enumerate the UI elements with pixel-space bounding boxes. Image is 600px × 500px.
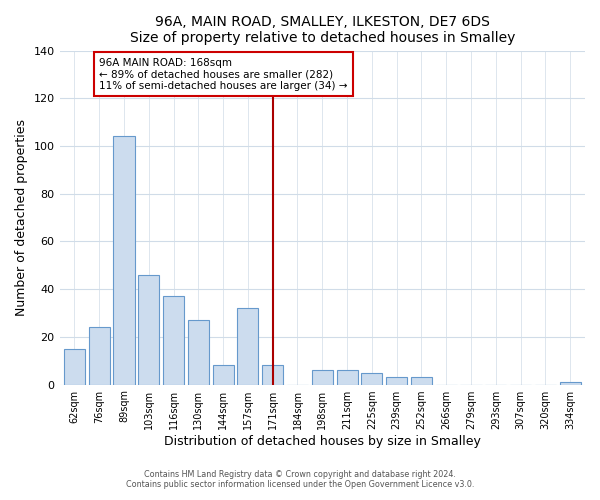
Text: Contains HM Land Registry data © Crown copyright and database right 2024.: Contains HM Land Registry data © Crown c… [144, 470, 456, 479]
Text: Contains public sector information licensed under the Open Government Licence v3: Contains public sector information licen… [126, 480, 474, 489]
Y-axis label: Number of detached properties: Number of detached properties [15, 119, 28, 316]
Bar [312, 370, 333, 384]
Bar [89, 328, 110, 384]
Bar [361, 372, 382, 384]
Bar [262, 366, 283, 384]
Bar [411, 378, 432, 384]
Bar [163, 296, 184, 384]
X-axis label: Distribution of detached houses by size in Smalley: Distribution of detached houses by size … [164, 434, 481, 448]
Bar [560, 382, 581, 384]
Bar [238, 308, 259, 384]
Bar [138, 275, 160, 384]
Bar [113, 136, 134, 384]
Bar [337, 370, 358, 384]
Text: 96A MAIN ROAD: 168sqm
← 89% of detached houses are smaller (282)
11% of semi-det: 96A MAIN ROAD: 168sqm ← 89% of detached … [99, 58, 347, 91]
Bar [64, 349, 85, 384]
Bar [212, 366, 233, 384]
Bar [188, 320, 209, 384]
Title: 96A, MAIN ROAD, SMALLEY, ILKESTON, DE7 6DS
Size of property relative to detached: 96A, MAIN ROAD, SMALLEY, ILKESTON, DE7 6… [130, 15, 515, 45]
Bar [386, 378, 407, 384]
